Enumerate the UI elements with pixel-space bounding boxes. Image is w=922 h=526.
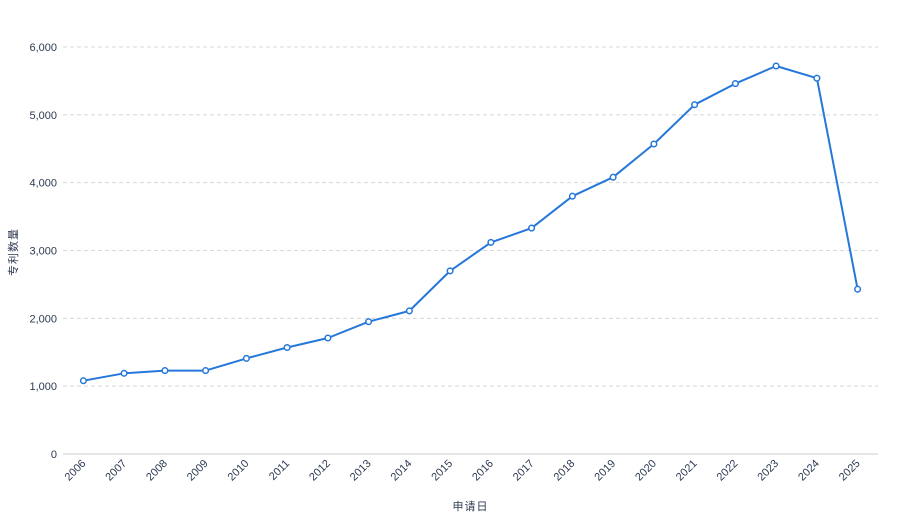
x-axis-tick-label: 2025: [837, 458, 863, 484]
x-axis-tick-label: 2015: [429, 458, 455, 484]
x-axis-tick-label: 2010: [226, 458, 252, 484]
data-point-marker[interactable]: [691, 101, 699, 109]
y-axis-tick-label: 2,000: [29, 313, 57, 325]
x-axis-tick-label: 2008: [144, 458, 170, 484]
y-axis-tick-label: 4,000: [29, 178, 57, 190]
x-axis-tick-label: 2014: [389, 458, 415, 484]
x-axis-tick-label: 2012: [307, 458, 333, 484]
x-axis-tick-label: 2024: [796, 458, 822, 484]
x-axis-tick-label: 2022: [715, 458, 741, 484]
x-axis-tick-label: 2019: [592, 458, 618, 484]
y-axis-tick-label: 5,000: [29, 110, 57, 122]
x-axis-title: 申请日: [452, 501, 489, 513]
x-axis-tick-label: 2009: [185, 458, 211, 484]
data-point-marker[interactable]: [283, 343, 291, 352]
x-axis-tick-label: 2016: [470, 458, 496, 484]
x-axis-tick-label: 2018: [552, 458, 578, 484]
x-axis-tick-label: 2023: [755, 458, 781, 484]
x-axis-tick-label: 2011: [267, 458, 292, 483]
data-point-marker[interactable]: [405, 307, 413, 315]
y-axis-title: 专利数量: [8, 228, 20, 276]
y-axis-tick-label: 1,000: [29, 381, 57, 393]
data-point-marker[interactable]: [772, 62, 780, 70]
x-axis-tick-label: 2021: [674, 458, 700, 484]
data-point-marker[interactable]: [568, 192, 576, 200]
x-axis-tick-label: 2007: [103, 458, 129, 484]
data-point-marker[interactable]: [120, 369, 128, 377]
x-axis-tick-label: 2006: [63, 458, 89, 484]
data-point-marker[interactable]: [528, 224, 536, 232]
series-line: [82, 65, 859, 382]
y-axis-tick-label: 3,000: [29, 246, 57, 258]
x-axis-tick-label: 2013: [348, 458, 374, 484]
data-point-marker[interactable]: [365, 318, 373, 326]
data-point-marker[interactable]: [79, 377, 87, 385]
data-point-marker[interactable]: [813, 74, 821, 82]
x-axis-tick-label: 2017: [511, 458, 537, 484]
data-point-marker[interactable]: [161, 367, 169, 375]
x-axis-tick-label: 2020: [633, 458, 659, 484]
data-point-marker[interactable]: [650, 140, 658, 148]
data-point-marker[interactable]: [731, 80, 739, 88]
data-point-marker[interactable]: [854, 285, 862, 293]
data-point-marker[interactable]: [446, 267, 454, 275]
data-point-marker[interactable]: [609, 173, 617, 181]
y-axis-tick-label: 6,000: [29, 42, 57, 54]
y-axis-tick-label: 0: [51, 449, 57, 461]
data-point-marker[interactable]: [487, 238, 495, 246]
data-point-marker[interactable]: [202, 367, 210, 375]
data-point-marker[interactable]: [324, 334, 332, 342]
data-point-marker[interactable]: [242, 354, 250, 362]
